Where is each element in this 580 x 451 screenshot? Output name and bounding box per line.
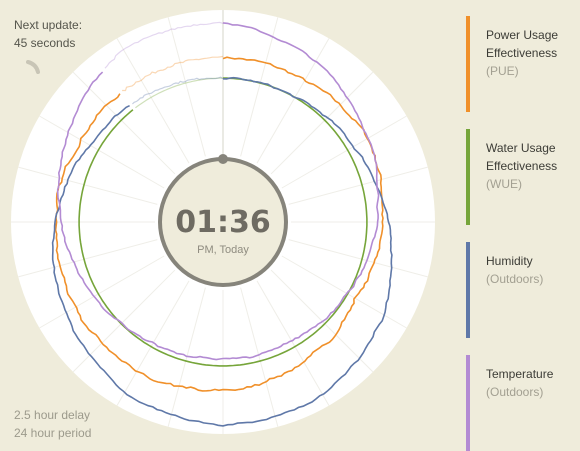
delay-info: 2.5 hour delay 24 hour period bbox=[14, 406, 91, 442]
hour-spoke bbox=[39, 255, 165, 329]
hour-spoke bbox=[281, 115, 407, 189]
hour-spoke bbox=[116, 38, 190, 164]
legend-swatch-humidity bbox=[466, 242, 470, 338]
hour-spoke bbox=[288, 166, 428, 205]
legend-swatch-wue bbox=[466, 129, 470, 225]
clock-hub: 01:36 PM, Today bbox=[158, 154, 288, 287]
series-line-humidity bbox=[51, 76, 393, 427]
legend-swatch-pue bbox=[466, 16, 470, 112]
hour-spoke bbox=[256, 280, 330, 406]
clock-time: 01:36 bbox=[175, 205, 271, 240]
legend-label-wue: Water Usage Effectiveness bbox=[486, 141, 558, 173]
next-update-value: 45 seconds bbox=[14, 36, 76, 50]
next-update-status: Next update: 45 seconds bbox=[14, 16, 82, 52]
series-layer bbox=[51, 21, 393, 427]
legend-sub-wue: (WUE) bbox=[486, 177, 522, 191]
legend-label-pue: Power Usage Effectiveness bbox=[486, 28, 559, 60]
series-faded-wue bbox=[135, 77, 223, 109]
hour-spoke bbox=[72, 71, 176, 175]
clock-subtitle: PM, Today bbox=[197, 244, 249, 256]
delay-text: 2.5 hour delay bbox=[14, 408, 91, 422]
legend-sub-pue: (PUE) bbox=[486, 64, 519, 78]
hour-spoke bbox=[18, 239, 158, 278]
legend-label-humidity: Humidity bbox=[486, 254, 533, 268]
series-line-pue bbox=[54, 56, 384, 392]
hour-spoke bbox=[256, 38, 330, 164]
clock-marker bbox=[218, 154, 228, 164]
radial-chart: 01:36 PM, Today bbox=[11, 10, 435, 434]
hour-spoke bbox=[167, 17, 206, 157]
series-faded-humidity bbox=[131, 76, 224, 105]
series-faded-pue bbox=[122, 55, 224, 92]
hour-spoke bbox=[270, 71, 374, 175]
next-update-label: Next update: bbox=[14, 18, 83, 32]
refresh-spinner-icon bbox=[26, 60, 40, 74]
legend-sub-humidity: (Outdoors) bbox=[486, 272, 544, 286]
hour-spoke bbox=[39, 115, 165, 189]
series-line-temperature bbox=[56, 22, 380, 361]
hour-spoke bbox=[167, 287, 206, 427]
period-text: 24 hour period bbox=[14, 426, 92, 440]
hour-spoke bbox=[240, 287, 279, 427]
legend-swatch-temperature bbox=[466, 355, 470, 451]
hour-spoke bbox=[288, 239, 428, 278]
hour-spoke bbox=[18, 166, 158, 205]
legend-label-temperature: Temperature bbox=[486, 367, 554, 381]
legend-sub-temperature: (Outdoors) bbox=[486, 385, 544, 399]
series-faded-temperature bbox=[104, 21, 224, 69]
series-line-wue bbox=[78, 77, 368, 367]
hour-spoke bbox=[281, 255, 407, 329]
hour-spoke bbox=[240, 17, 279, 157]
